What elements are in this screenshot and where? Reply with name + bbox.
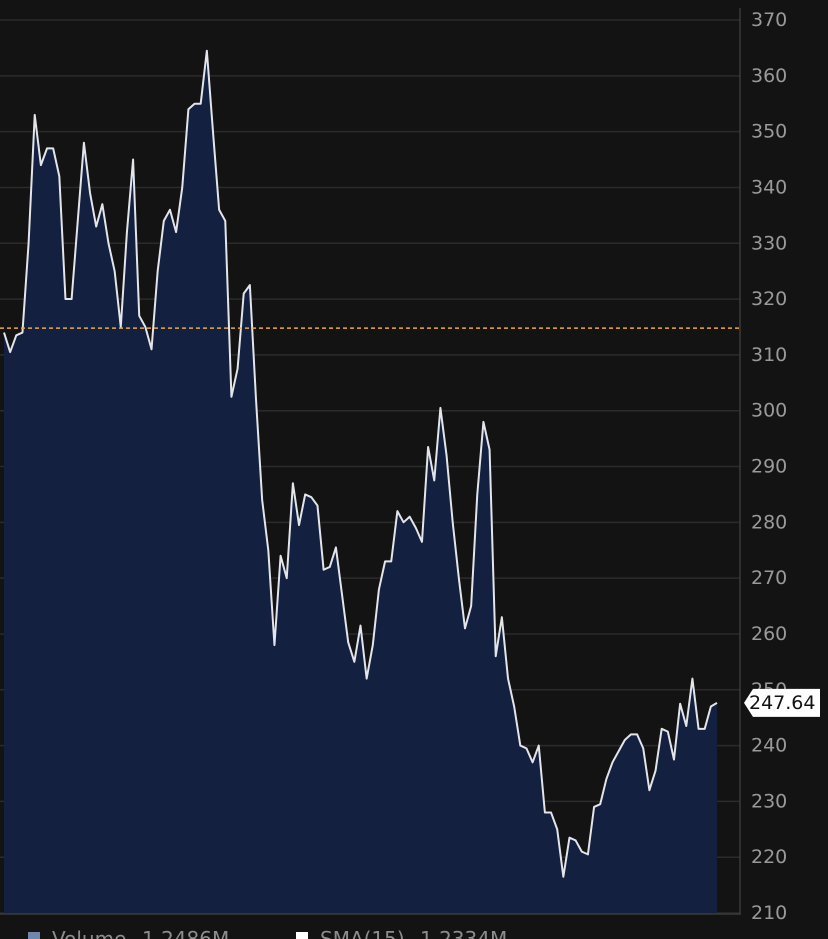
y-tick-label: 280 — [751, 511, 787, 533]
y-tick-label: 310 — [751, 344, 787, 366]
y-axis-tick-labels: 3703603503403303203103002902802702602502… — [751, 9, 787, 924]
y-tick-label: 240 — [751, 735, 787, 757]
last-price-label: 247.64 — [749, 692, 815, 714]
volume-legend-label: Volume — [52, 927, 126, 939]
y-tick-label: 260 — [751, 623, 787, 645]
volume-legend-swatch — [28, 932, 40, 939]
sma-legend-value: 1.2334M — [420, 927, 507, 939]
price-area-fill — [4, 50, 717, 913]
y-tick-label: 230 — [751, 790, 787, 812]
last-price-badge-shape — [744, 688, 820, 717]
y-tick-label: 220 — [751, 846, 787, 868]
sma-legend-label: SMA(15) — [320, 927, 405, 939]
volume-legend-value: 1.2486M — [142, 927, 229, 939]
price-area-layer — [3, 49, 718, 913]
y-tick-label: 350 — [751, 121, 787, 143]
y-tick-label: 300 — [751, 400, 787, 422]
y-tick-label: 290 — [751, 456, 787, 478]
y-tick-label: 320 — [751, 288, 787, 310]
sma-legend-swatch — [296, 932, 308, 939]
y-axis — [0, 8, 741, 915]
y-tick-label: 270 — [751, 567, 787, 589]
last-price-badge: 247.64 — [744, 688, 820, 717]
y-tick-label: 340 — [751, 176, 787, 198]
y-tick-label: 330 — [751, 232, 787, 254]
price-line — [3, 49, 718, 878]
y-tick-label: 210 — [751, 902, 787, 924]
y-tick-label: 370 — [751, 9, 787, 31]
legend: Volume 1.2486M SMA(15) 1.2334M — [28, 927, 507, 939]
y-tick-label: 360 — [751, 65, 787, 87]
